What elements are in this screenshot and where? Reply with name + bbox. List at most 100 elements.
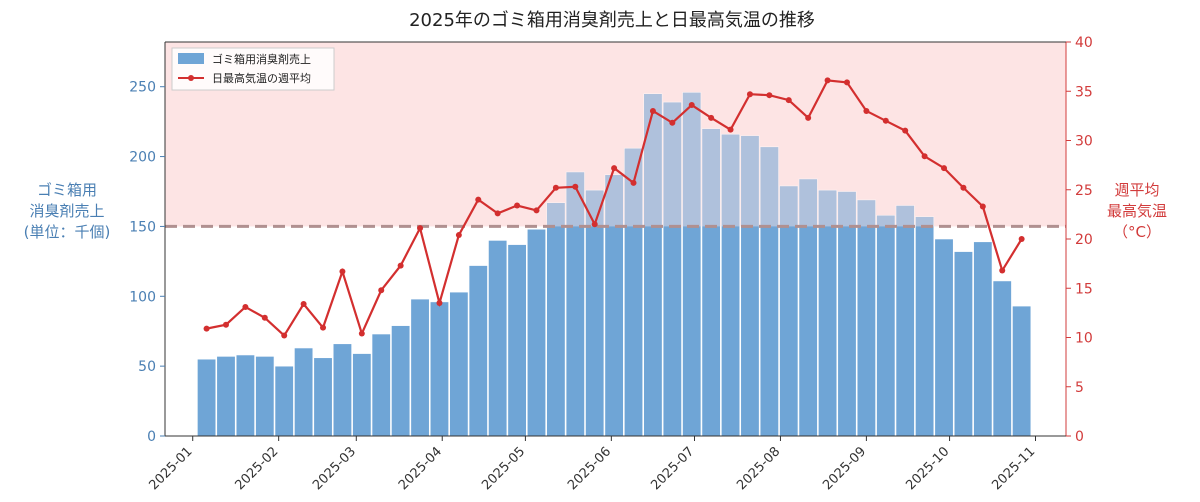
y-right-tick-label: 30 — [1075, 134, 1093, 150]
bar — [216, 356, 236, 437]
y-right-label-line: 最高気温 — [1107, 202, 1167, 220]
bar — [1012, 305, 1032, 437]
bar — [488, 240, 508, 437]
bar — [332, 343, 352, 437]
y-left-label-line: ゴミ箱用 — [37, 181, 97, 199]
chart-title: 2025年のゴミ箱用消臭剤売上と日最高気温の推移 — [409, 10, 815, 31]
temperature-point — [320, 324, 327, 331]
temperature-point — [843, 79, 850, 86]
temperature-point — [746, 91, 753, 98]
bar — [973, 241, 993, 437]
temperature-point — [378, 287, 385, 294]
y-right-label-line: （°C） — [1113, 223, 1161, 241]
temperature-point — [455, 232, 462, 239]
y-left-tick-label: 0 — [147, 429, 156, 445]
temperature-point — [688, 102, 695, 109]
y-right-tick-label: 5 — [1075, 380, 1084, 396]
temperature-point — [960, 184, 967, 191]
temperature-point — [999, 267, 1006, 274]
bar — [235, 354, 255, 437]
bar — [895, 205, 915, 437]
bar — [410, 298, 430, 437]
temperature-point — [785, 97, 792, 104]
temperature-point — [708, 114, 715, 121]
temperature-point — [572, 183, 579, 190]
y-right-tick-label: 20 — [1075, 232, 1093, 248]
bar — [546, 202, 566, 437]
y-left-label-line: 消臭剤売上 — [29, 202, 104, 220]
legend-line-marker — [188, 75, 194, 81]
bar — [449, 291, 469, 437]
y-left-tick-label: 250 — [129, 80, 156, 96]
temperature-point — [921, 153, 928, 160]
x-tick-label: 2025-10 — [903, 444, 952, 493]
temperature-point — [494, 210, 501, 217]
bar — [992, 280, 1012, 437]
bar — [255, 356, 275, 437]
temperature-point — [475, 196, 482, 203]
bar — [197, 358, 217, 437]
x-tick-label: 2025-01 — [147, 444, 196, 493]
temperature-point — [436, 300, 443, 307]
temperature-point — [222, 321, 229, 328]
y-right-tick-label: 25 — [1075, 183, 1093, 199]
bar — [876, 214, 896, 437]
temperature-point — [514, 202, 521, 209]
temperature-point — [649, 107, 656, 114]
x-tick-label: 2025-05 — [479, 444, 528, 493]
temperature-point — [552, 184, 559, 191]
temperature-point — [397, 262, 404, 269]
bar — [953, 251, 973, 437]
bar — [352, 353, 372, 437]
bar — [391, 325, 411, 437]
bar — [468, 265, 488, 437]
temperature-point — [1018, 236, 1025, 242]
line-series — [203, 77, 1025, 339]
y-axis-left-label: ゴミ箱用消臭剤売上 (単位：千個) — [24, 181, 111, 241]
x-tick-label: 2025-04 — [396, 444, 445, 493]
temperature-point — [902, 127, 909, 134]
temperature-point — [300, 301, 307, 308]
x-tick-label: 2025-11 — [989, 444, 1038, 493]
legend-label-bar: ゴミ箱用消臭剤売上 — [212, 52, 311, 66]
bar — [526, 228, 547, 437]
temperature-point — [611, 165, 618, 172]
temperature-point — [281, 332, 288, 339]
bar — [934, 238, 954, 437]
y-right-tick-label: 0 — [1075, 429, 1084, 445]
temperature-point — [669, 119, 676, 126]
bar — [915, 216, 935, 437]
x-tick-label: 2025-09 — [820, 444, 869, 493]
temperature-point — [979, 203, 986, 210]
legend-label-line: 日最高気温の週平均 — [212, 71, 311, 85]
bar — [429, 301, 449, 437]
temperature-point — [533, 207, 540, 214]
temperature-point — [727, 126, 734, 133]
bar — [274, 365, 294, 437]
temperature-point — [417, 225, 424, 232]
temperature-point — [358, 330, 365, 337]
y-left-tick-label: 200 — [129, 150, 156, 166]
temperature-point — [591, 221, 598, 228]
y-right-tick-label: 40 — [1075, 35, 1093, 51]
y-left-tick-label: 50 — [138, 359, 156, 375]
temperature-point — [941, 165, 948, 172]
temperature-point — [824, 77, 831, 84]
bar — [856, 199, 876, 437]
y-right-tick-label: 15 — [1075, 281, 1093, 297]
temperature-point — [882, 117, 889, 124]
bar — [837, 191, 857, 437]
y-right-tick-label: 35 — [1075, 84, 1093, 100]
bar — [294, 347, 314, 437]
temperature-point — [261, 314, 268, 321]
x-tick-label: 2025-03 — [310, 444, 359, 493]
temperature-point — [805, 114, 812, 121]
legend-bar-swatch — [178, 53, 204, 64]
y-right-label-line: 週平均 — [1114, 181, 1159, 199]
x-tick-label: 2025-02 — [232, 444, 281, 493]
bar — [371, 333, 391, 437]
x-tick-label: 2025-08 — [734, 444, 783, 493]
temperature-point — [242, 303, 249, 310]
